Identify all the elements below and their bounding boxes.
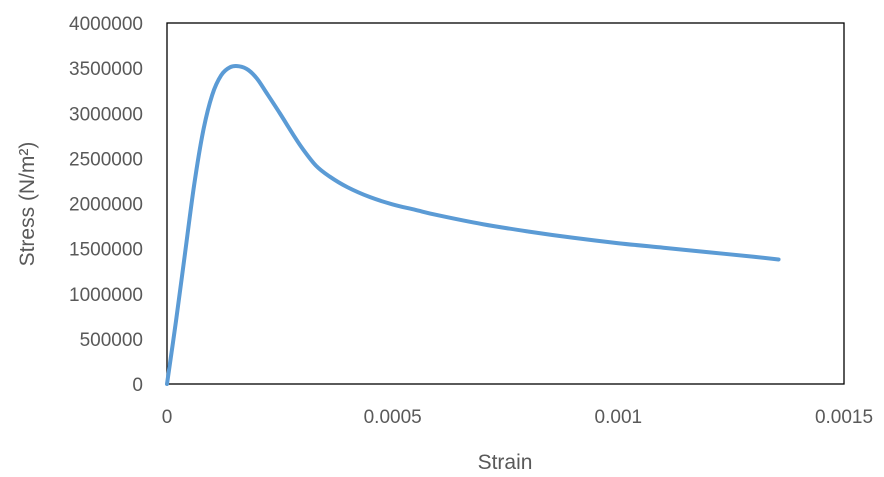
y-tick-label: 1000000 (69, 285, 143, 306)
y-tick-label: 1500000 (69, 240, 143, 261)
x-tick-label: 0.0005 (364, 407, 422, 428)
y-tick-label: 2000000 (69, 195, 143, 216)
y-tick-label: 3000000 (69, 104, 143, 125)
plot-area-frame (166, 22, 845, 385)
y-tick-label: 500000 (80, 330, 143, 351)
y-tick-label: 0 (132, 375, 143, 396)
stress-strain-series-line (165, 64, 781, 386)
x-tick-label: 0.001 (595, 407, 643, 428)
y-tick-label: 4000000 (69, 14, 143, 35)
x-axis-title: Strain (478, 451, 533, 474)
y-axis-title: Stress (N/m²) (16, 142, 39, 267)
y-tick-label: 3500000 (69, 59, 143, 80)
y-tick-label: 2500000 (69, 149, 143, 170)
x-tick-label: 0 (162, 407, 173, 428)
x-tick-label: 0.0015 (815, 407, 873, 428)
